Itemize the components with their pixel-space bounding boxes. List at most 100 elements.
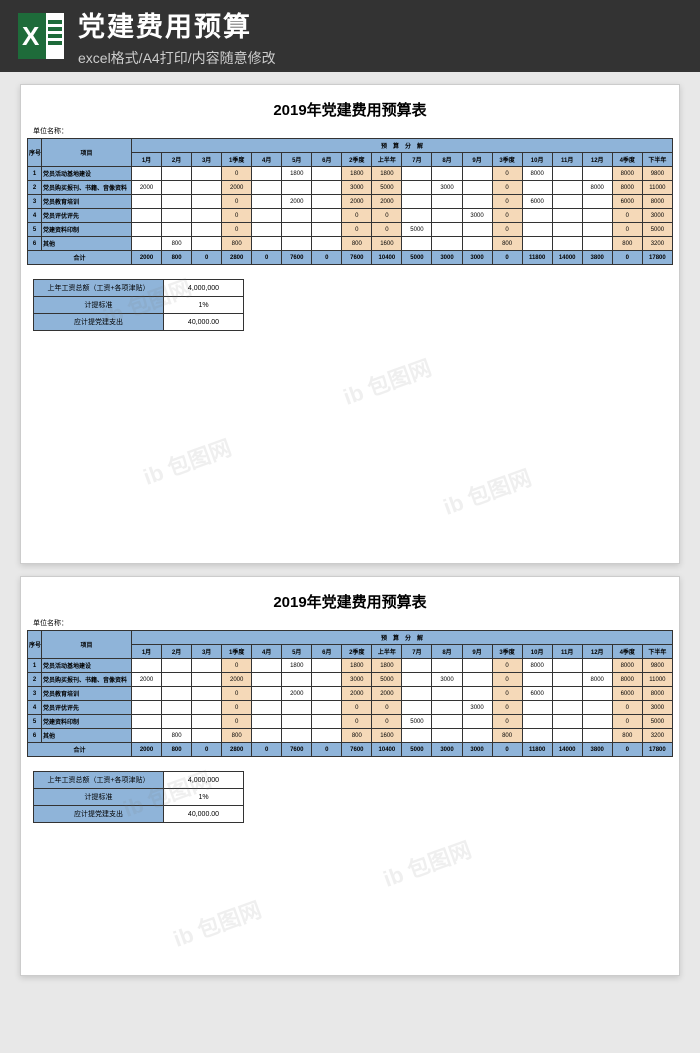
cell-value: 3000	[462, 701, 492, 715]
cell-value	[402, 701, 432, 715]
table-row: 6其他80080080016008008003200	[28, 729, 673, 743]
cell-value: 0	[342, 701, 372, 715]
cell-value: 0	[222, 687, 252, 701]
cell-value	[312, 167, 342, 181]
sum-cell: 7600	[282, 251, 312, 265]
cell-value: 3000	[342, 181, 372, 195]
cell-seq: 6	[28, 237, 42, 251]
cell-value	[552, 195, 582, 209]
banner-title: 党建费用预算	[78, 5, 682, 44]
cell-value: 800	[342, 729, 372, 743]
col-month: 11月	[552, 153, 582, 167]
cell-value	[462, 659, 492, 673]
cell-value	[552, 209, 582, 223]
summary-row: 计提标准1%	[34, 789, 244, 806]
col-month: 12月	[582, 645, 612, 659]
cell-value	[432, 715, 462, 729]
cell-value: 2000	[132, 181, 162, 195]
cell-seq: 3	[28, 195, 42, 209]
cell-value	[432, 701, 462, 715]
cell-value	[312, 729, 342, 743]
cell-value	[252, 237, 282, 251]
cell-value	[192, 659, 222, 673]
cell-value: 0	[492, 673, 522, 687]
preview-sheet-1: 2019年党建费用预算表 单位名称： 序号项目预 算 分 解1月2月3月1季度4…	[20, 84, 680, 564]
cell-value	[582, 237, 612, 251]
cell-value: 2000	[132, 673, 162, 687]
summary-label: 上年工资总额（工资+各项津贴）	[34, 280, 164, 297]
cell-value: 2000	[282, 687, 312, 701]
cell-item: 党员教育培训	[42, 195, 132, 209]
col-month: 下半年	[642, 153, 672, 167]
top-banner: 党建费用预算 excel格式/A4打印/内容随意修改	[0, 0, 700, 72]
cell-value	[252, 673, 282, 687]
summary-value: 1%	[164, 297, 244, 314]
cell-value	[312, 223, 342, 237]
sum-cell: 10400	[372, 251, 402, 265]
col-month: 3季度	[492, 645, 522, 659]
cell-value	[162, 223, 192, 237]
cell-value: 9800	[642, 659, 672, 673]
table-row: 3党员教育培训02000200020000600060008000	[28, 195, 673, 209]
cell-value	[312, 195, 342, 209]
cell-value: 6000	[522, 687, 552, 701]
cell-value: 0	[492, 167, 522, 181]
cell-value	[552, 181, 582, 195]
cell-value	[582, 687, 612, 701]
cell-value	[552, 167, 582, 181]
col-month: 3月	[192, 645, 222, 659]
summary-value: 4,000,000	[164, 772, 244, 789]
sum-row: 合计20008000280007600076001040050003000300…	[28, 251, 673, 265]
cell-value	[162, 687, 192, 701]
sum-label: 合计	[28, 743, 132, 757]
cell-seq: 2	[28, 181, 42, 195]
cell-value: 0	[612, 701, 642, 715]
sum-cell: 0	[252, 743, 282, 757]
cell-value	[192, 673, 222, 687]
cell-value	[402, 209, 432, 223]
cell-value: 0	[492, 715, 522, 729]
col-month: 1月	[132, 153, 162, 167]
cell-value: 1800	[342, 167, 372, 181]
col-month: 3月	[192, 153, 222, 167]
table-row: 2党员购买报刊、书籍、音像资料2000200030005000300008000…	[28, 673, 673, 687]
summary-label: 计提标准	[34, 789, 164, 806]
cell-value: 8000	[612, 181, 642, 195]
cell-value	[462, 673, 492, 687]
cell-value	[312, 237, 342, 251]
banner-subtitle: excel格式/A4打印/内容随意修改	[78, 48, 682, 68]
watermark: ib 包图网	[338, 350, 435, 411]
cell-item: 党员购买报刊、书籍、音像资料	[42, 181, 132, 195]
watermark: ib 包图网	[378, 832, 475, 893]
col-month: 5月	[282, 153, 312, 167]
cell-item: 其他	[42, 729, 132, 743]
cell-seq: 4	[28, 209, 42, 223]
excel-icon	[18, 13, 64, 59]
cell-value	[552, 729, 582, 743]
sum-cell: 3800	[582, 743, 612, 757]
cell-value: 5000	[402, 715, 432, 729]
sum-cell: 11800	[522, 251, 552, 265]
sum-cell: 0	[312, 251, 342, 265]
sum-row: 合计20008000280007600076001040050003000300…	[28, 743, 673, 757]
unit-label: 单位名称：	[33, 126, 673, 136]
cell-value	[252, 181, 282, 195]
cell-value	[402, 659, 432, 673]
cell-value: 1600	[372, 729, 402, 743]
cell-value	[402, 729, 432, 743]
cell-value	[432, 237, 462, 251]
cell-value	[582, 195, 612, 209]
col-month: 下半年	[642, 645, 672, 659]
cell-value	[282, 673, 312, 687]
cell-value	[312, 659, 342, 673]
watermark: ib 包图网	[138, 430, 235, 491]
cell-value	[132, 167, 162, 181]
cell-value: 0	[372, 223, 402, 237]
cell-value: 8000	[522, 659, 552, 673]
cell-value	[162, 659, 192, 673]
cell-value	[312, 687, 342, 701]
summary-table-slot-1: 上年工资总额（工资+各项津贴）4,000,000计提标准1%应计提党建支出40,…	[27, 279, 673, 331]
cell-value: 800	[612, 237, 642, 251]
cell-value: 6000	[612, 195, 642, 209]
preview-sheet-2: 2019年党建费用预算表 单位名称： 序号项目预 算 分 解1月2月3月1季度4…	[20, 576, 680, 976]
